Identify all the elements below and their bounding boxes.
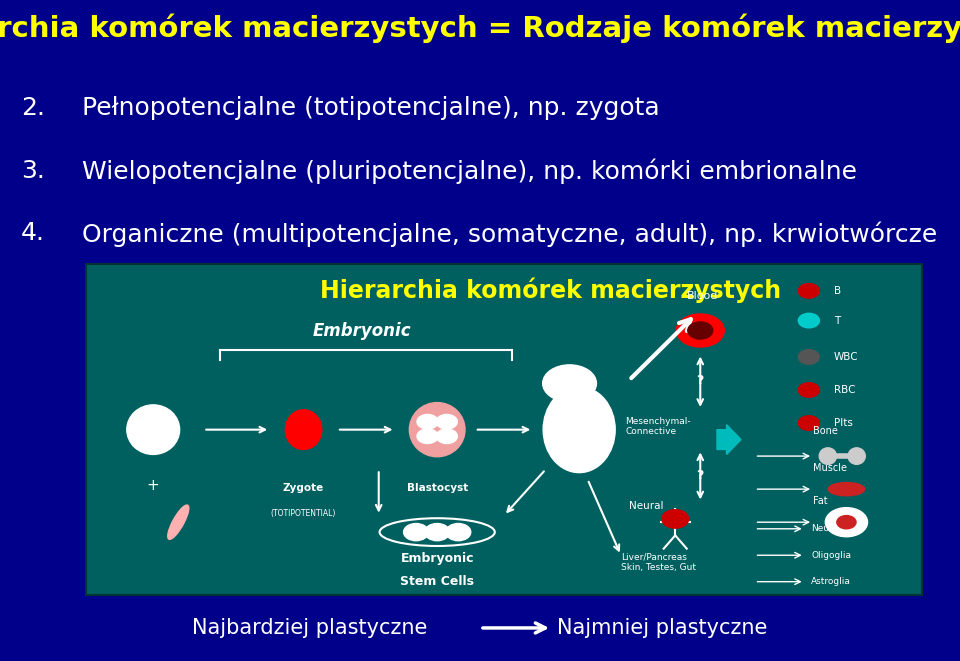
Text: 4.: 4. [21, 221, 45, 245]
Text: Embryonic: Embryonic [313, 323, 411, 340]
Text: Najbardziej plastyczne: Najbardziej plastyczne [192, 618, 427, 638]
Text: Pełnopotencjalne (totipotencjalne), np. zygota: Pełnopotencjalne (totipotencjalne), np. … [82, 96, 660, 120]
Circle shape [799, 284, 820, 298]
Text: Embryonic: Embryonic [400, 552, 474, 565]
Text: Neurons: Neurons [811, 524, 849, 533]
Text: Hierarchia komórek macierzystych: Hierarchia komórek macierzystych [321, 278, 781, 303]
Text: Blastocyst: Blastocyst [406, 483, 468, 492]
Circle shape [417, 414, 438, 429]
Circle shape [826, 508, 868, 537]
Text: +: + [147, 479, 159, 493]
Circle shape [403, 524, 428, 541]
Text: Muscle: Muscle [813, 463, 847, 473]
Circle shape [799, 350, 820, 364]
FancyArrow shape [717, 425, 741, 455]
Circle shape [799, 313, 820, 328]
Circle shape [417, 429, 438, 444]
Circle shape [436, 414, 457, 429]
Text: Hierarchia komórek macierzystych = Rodzaje komórek macierzystych: Hierarchia komórek macierzystych = Rodza… [0, 13, 960, 43]
Text: Bone: Bone [813, 426, 838, 436]
Text: Oligoglia: Oligoglia [811, 551, 852, 560]
Circle shape [436, 429, 457, 444]
Ellipse shape [828, 483, 865, 496]
Text: 2.: 2. [21, 96, 45, 120]
Ellipse shape [819, 448, 836, 464]
Text: Mesenchymal-
Connective: Mesenchymal- Connective [625, 416, 691, 436]
Text: Neural: Neural [630, 500, 663, 511]
Circle shape [676, 314, 724, 347]
Circle shape [424, 524, 449, 541]
Text: Wielopotencjalne (pluripotencjalne), np. komórki embrionalne: Wielopotencjalne (pluripotencjalne), np.… [82, 159, 856, 184]
Text: Fat: Fat [813, 496, 828, 506]
Text: Astroglia: Astroglia [811, 577, 852, 586]
Text: Liver/Pancreas
Skin, Testes, Gut: Liver/Pancreas Skin, Testes, Gut [621, 552, 696, 572]
Ellipse shape [168, 505, 189, 539]
Circle shape [687, 322, 712, 339]
Ellipse shape [848, 448, 865, 464]
Text: Najmniej plastyczne: Najmniej plastyczne [557, 618, 767, 638]
Ellipse shape [543, 387, 615, 473]
Text: Organiczne (multipotencjalne, somatyczne, adult), np. krwiotwórcze: Organiczne (multipotencjalne, somatyczne… [82, 221, 937, 247]
Circle shape [837, 516, 856, 529]
Bar [86, 264, 922, 595]
Circle shape [799, 416, 820, 430]
Text: 3.: 3. [21, 159, 45, 182]
Text: B: B [834, 286, 841, 296]
Ellipse shape [127, 405, 180, 455]
Ellipse shape [285, 410, 322, 449]
Circle shape [799, 383, 820, 397]
Text: ?: ? [697, 469, 704, 483]
Text: ?: ? [697, 373, 704, 387]
Ellipse shape [409, 403, 465, 457]
Text: Zygote: Zygote [283, 483, 324, 492]
Circle shape [661, 510, 688, 528]
Text: Blood: Blood [687, 291, 718, 301]
Text: Stem Cells: Stem Cells [400, 575, 474, 588]
Circle shape [445, 524, 470, 541]
Text: RBC: RBC [834, 385, 855, 395]
Text: Plts: Plts [834, 418, 852, 428]
Text: (TOTIPOTENTIAL): (TOTIPOTENTIAL) [271, 509, 336, 518]
Circle shape [542, 365, 596, 402]
Text: T: T [834, 315, 840, 326]
Text: WBC: WBC [834, 352, 858, 362]
